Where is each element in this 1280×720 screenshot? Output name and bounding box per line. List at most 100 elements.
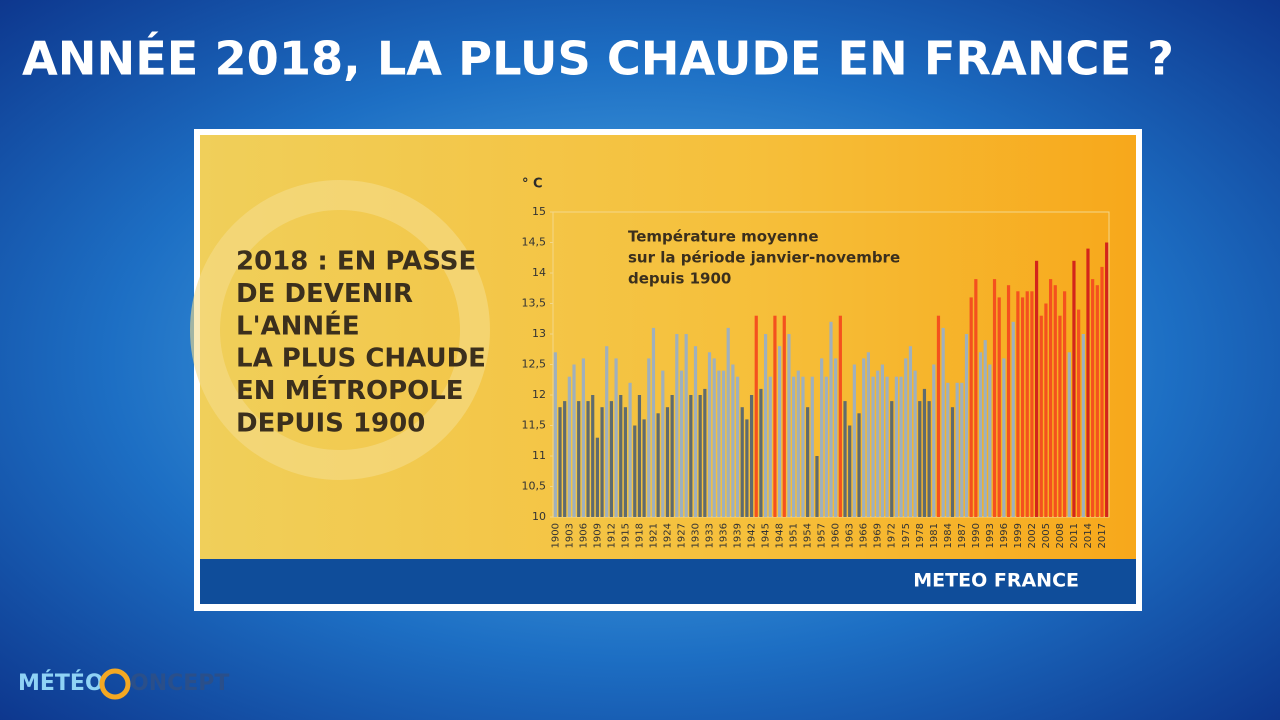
x-tick-label: 1984 <box>943 523 954 548</box>
bar <box>810 376 814 517</box>
bar <box>1081 334 1085 517</box>
bar <box>689 395 693 517</box>
bar <box>1002 358 1006 517</box>
bar <box>773 315 777 517</box>
bar <box>778 346 782 517</box>
x-tick-label: 2002 <box>1027 523 1038 548</box>
x-tick-label: 1909 <box>592 523 603 548</box>
x-tick-label: 1951 <box>789 523 800 548</box>
bar <box>595 437 599 517</box>
bar <box>824 376 828 517</box>
x-tick-label: 1906 <box>578 523 589 548</box>
x-tick-label: 2005 <box>1041 523 1052 548</box>
bar <box>946 382 950 517</box>
bar <box>820 358 824 517</box>
headline-line: DE DEVENIR <box>236 279 413 309</box>
bar <box>717 370 721 517</box>
bar <box>609 401 614 517</box>
bar <box>894 376 899 517</box>
bar <box>642 419 646 517</box>
bar <box>1034 260 1039 517</box>
bar <box>1025 291 1029 517</box>
bar <box>670 395 674 517</box>
bar <box>633 425 637 517</box>
footer-bar <box>200 559 1136 604</box>
x-tick-label: 1996 <box>999 523 1010 548</box>
bar <box>1100 266 1104 517</box>
bar <box>1039 315 1043 517</box>
bar <box>904 358 908 517</box>
y-tick-label: 13 <box>532 327 546 340</box>
bar <box>619 395 623 517</box>
bar <box>600 407 604 517</box>
y-tick-label: 15 <box>532 205 546 218</box>
bar <box>978 352 983 517</box>
bar <box>707 352 712 517</box>
bar <box>567 376 571 517</box>
bar <box>988 364 992 517</box>
x-tick-label: 1939 <box>733 523 744 548</box>
bar <box>1044 303 1048 517</box>
bar <box>581 358 585 517</box>
x-tick-label: 1933 <box>705 523 716 548</box>
bar <box>1072 260 1076 517</box>
bar <box>983 340 987 517</box>
bar <box>829 321 833 517</box>
bar <box>628 382 632 517</box>
bar <box>749 395 754 517</box>
x-tick-label: 1969 <box>873 523 884 548</box>
bar <box>908 346 913 517</box>
y-tick-label: 14 <box>532 266 546 279</box>
bar <box>1053 285 1057 517</box>
x-tick-label: 1948 <box>775 523 786 548</box>
bar <box>675 334 679 517</box>
bar <box>834 358 838 517</box>
bar <box>927 401 931 517</box>
bar <box>586 401 590 517</box>
x-tick-label: 1936 <box>719 523 730 548</box>
x-tick-label: 1954 <box>803 523 814 548</box>
bar <box>787 334 791 517</box>
y-tick-label: 11 <box>532 449 546 462</box>
bar <box>1011 321 1015 517</box>
bar <box>754 315 758 517</box>
bar <box>964 334 969 517</box>
bar <box>665 407 670 517</box>
slide-title: ANNÉE 2018, LA PLUS CHAUDE EN FRANCE ? <box>22 32 1174 86</box>
logo-right: ONCEPT <box>130 671 229 696</box>
bar <box>623 407 628 517</box>
bar <box>806 407 810 517</box>
bar <box>974 279 978 517</box>
x-tick-label: 1921 <box>648 523 659 548</box>
x-tick-label: 1960 <box>831 523 842 548</box>
bar <box>857 413 861 517</box>
bar <box>866 352 870 517</box>
bar <box>637 395 642 517</box>
logo-icon <box>99 668 131 700</box>
bar <box>992 279 997 517</box>
bar <box>838 315 842 517</box>
x-tick-label: 1945 <box>761 523 772 548</box>
y-axis-label: ° C <box>522 177 543 192</box>
y-tick-label: 13,5 <box>522 297 547 310</box>
x-tick-label: 1912 <box>606 523 617 548</box>
headline-line: DEPUIS 1900 <box>236 409 425 439</box>
bar <box>553 352 557 517</box>
bar <box>862 358 866 517</box>
bar <box>890 401 894 517</box>
bar <box>768 376 772 517</box>
bar <box>796 370 800 517</box>
y-tick-label: 10,5 <box>522 480 547 493</box>
bar <box>1095 285 1099 517</box>
bar <box>572 364 576 517</box>
y-tick-label: 10 <box>532 510 546 523</box>
bar <box>852 364 856 517</box>
bar <box>577 401 581 517</box>
y-tick-label: 12 <box>532 388 546 401</box>
bar <box>1086 248 1090 517</box>
bar <box>698 395 702 517</box>
x-tick-label: 1990 <box>971 523 982 548</box>
bar <box>1030 291 1034 517</box>
x-tick-label: 1981 <box>929 523 940 548</box>
